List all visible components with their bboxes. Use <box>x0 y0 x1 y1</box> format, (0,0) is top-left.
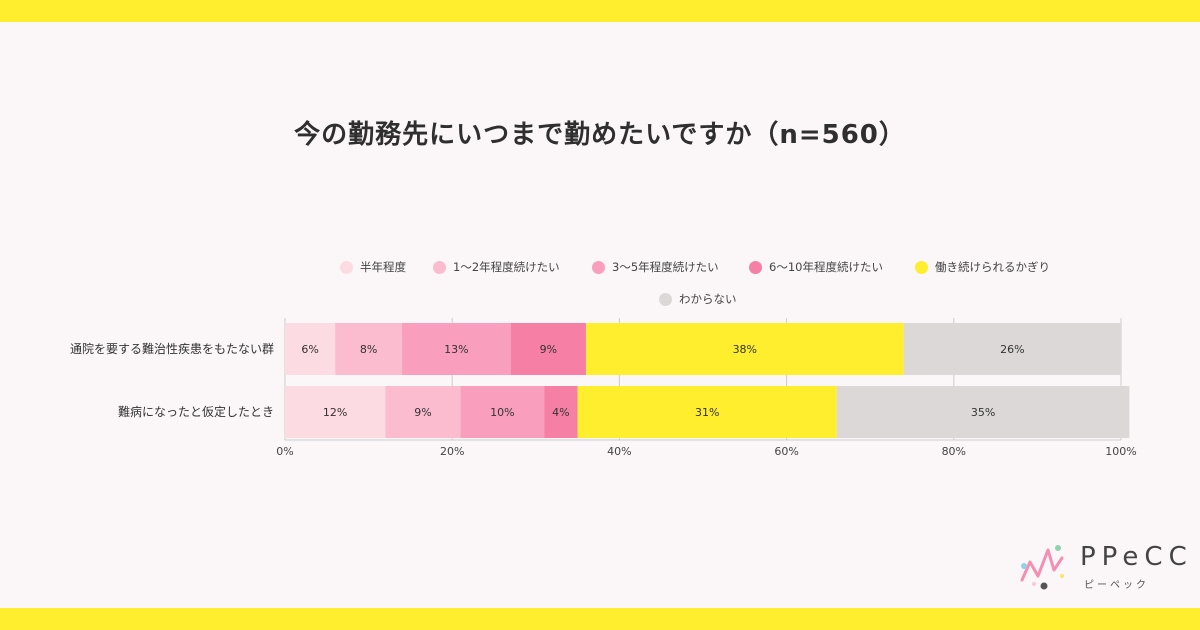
data-label: 9% <box>540 343 557 356</box>
legend-item: 半年程度 <box>340 258 406 276</box>
bar-segment <box>385 386 461 438</box>
legend-swatch <box>915 260 928 274</box>
legend-label: わからない <box>679 292 737 306</box>
legend-swatch <box>433 260 446 274</box>
logo-wordmark: PPeCC <box>1080 542 1193 572</box>
logo-reading: ピーペック <box>1084 580 1149 591</box>
bar-segment <box>285 323 336 375</box>
x-tick-label: 80% <box>942 445 966 458</box>
bar-segment <box>402 323 511 375</box>
bar-segment <box>577 386 837 438</box>
legend-label: 3～5年程度続けたい <box>612 260 719 274</box>
legend-item: 1～2年程度続けたい <box>433 258 560 276</box>
x-tick-label: 100% <box>1105 445 1136 458</box>
legend-label: 半年程度 <box>360 260 406 274</box>
x-tick-label: 20% <box>440 445 464 458</box>
x-tick-label: 0% <box>276 445 293 458</box>
bar-segment <box>836 386 1130 438</box>
x-tick-label: 60% <box>774 445 798 458</box>
data-label: 38% <box>733 343 757 356</box>
legend-swatch <box>749 260 762 274</box>
legend-item: わからない <box>659 290 737 308</box>
top-accent-band <box>0 0 1200 22</box>
data-label: 35% <box>971 406 995 419</box>
bar-segment <box>510 323 586 375</box>
bar-segment <box>903 323 1121 375</box>
logo-mark-icon <box>1020 545 1064 590</box>
legend-swatch <box>340 260 353 274</box>
bottom-accent-band <box>0 608 1200 630</box>
data-label: 10% <box>490 406 514 419</box>
bar-segment <box>335 323 403 375</box>
legend-swatch <box>592 260 605 274</box>
bar-segment <box>544 386 578 438</box>
data-label: 26% <box>1000 343 1024 356</box>
category-label: 通院を要する難治性疾患をもたない群 <box>70 341 274 356</box>
data-label: 4% <box>552 406 569 419</box>
data-label: 8% <box>360 343 377 356</box>
data-label: 6% <box>301 343 318 356</box>
data-label: 13% <box>444 343 468 356</box>
data-label: 31% <box>695 406 719 419</box>
legend-label: 6～10年程度続けたい <box>769 260 883 274</box>
legend-item: 3～5年程度続けたい <box>592 258 719 276</box>
legend-label: 働き続けられるかぎり <box>935 260 1050 274</box>
legend-label: 1～2年程度続けたい <box>453 260 560 274</box>
legend-swatch <box>659 292 672 306</box>
bar-segment <box>285 386 386 438</box>
bar-segment <box>585 323 904 375</box>
x-tick-label: 40% <box>607 445 631 458</box>
data-label: 9% <box>414 406 431 419</box>
bar-segment <box>460 386 545 438</box>
legend-item: 6～10年程度続けたい <box>749 258 883 276</box>
chart-title: 今の勤務先にいつまで勤めたいですか（n=560） <box>294 120 906 150</box>
legend-item: 働き続けられるかぎり <box>915 258 1050 276</box>
category-label: 難病になったと仮定したとき <box>118 404 274 419</box>
data-label: 12% <box>323 406 347 419</box>
brand-logo: PPeCC ピーペック <box>1018 540 1188 600</box>
